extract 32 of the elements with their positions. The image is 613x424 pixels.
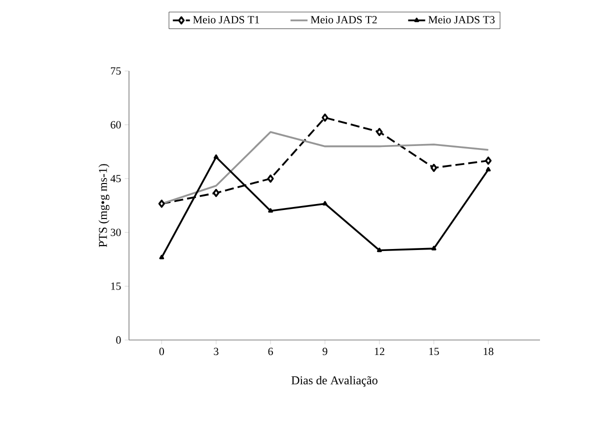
x-tick-label: 12 <box>374 348 384 356</box>
legend-label: Meio JADS T1 <box>193 16 260 24</box>
point <box>485 156 492 165</box>
y-tick-label: 45 <box>110 174 121 182</box>
y-tick-label: 30 <box>110 228 121 236</box>
point <box>431 246 436 250</box>
point <box>268 208 273 213</box>
x-tick-label: 15 <box>429 348 439 356</box>
point <box>267 174 274 183</box>
x-axis-title: Dias de Avaliação <box>291 376 378 387</box>
x-tick-label: 18 <box>484 348 494 356</box>
x-tick-label: 0 <box>159 348 164 356</box>
point <box>214 154 219 159</box>
point <box>212 188 220 198</box>
x-tick-label: 3 <box>214 348 218 356</box>
legend-label: Meio JADS T3 <box>428 16 495 24</box>
y-tick-label: 60 <box>110 121 121 129</box>
point <box>158 200 165 208</box>
x-tick-label: 6 <box>268 348 273 356</box>
point <box>376 128 383 136</box>
point <box>322 114 328 122</box>
y-tick-label: 75 <box>110 67 121 75</box>
y-tick-label: 15 <box>111 282 121 290</box>
y-axis-title: PTS (mg•g ms-1) <box>98 164 110 248</box>
x-tick-label: 9 <box>322 348 328 356</box>
point <box>430 164 438 172</box>
legend-label: Meio JADS T2 <box>310 16 377 24</box>
point <box>159 254 164 260</box>
point <box>322 201 328 206</box>
point <box>486 166 491 172</box>
point <box>376 248 382 252</box>
y-tick-label: 0 <box>116 336 121 344</box>
